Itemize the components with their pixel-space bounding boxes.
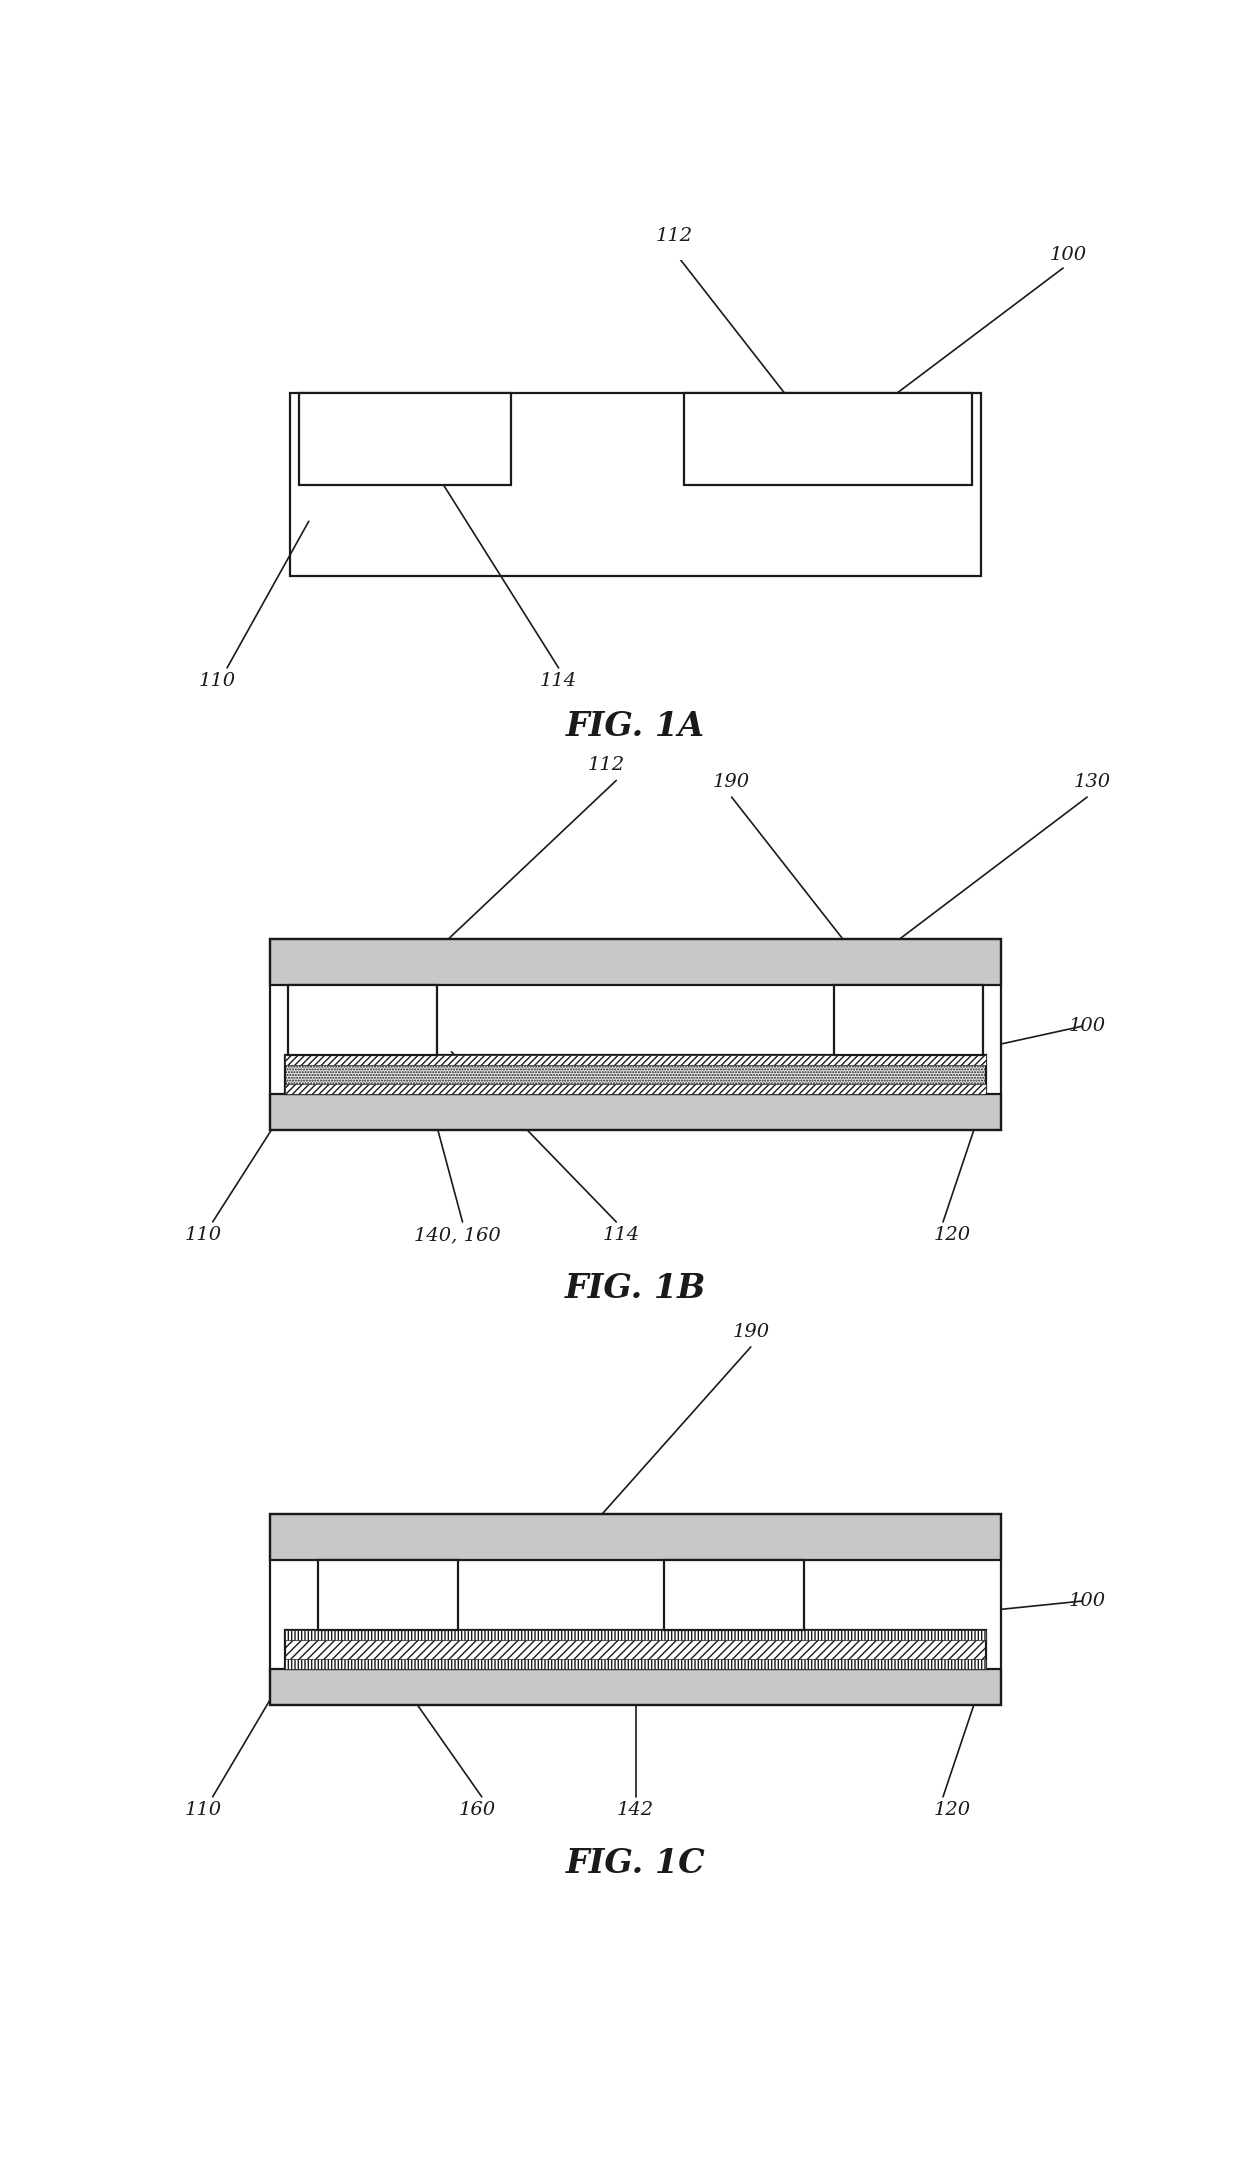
Bar	[290, 394, 982, 576]
Bar	[285, 1084, 986, 1093]
Text: FIG. 1A: FIG. 1A	[565, 710, 706, 742]
Text: 140, 160: 140, 160	[414, 1227, 501, 1244]
Text: 112: 112	[588, 757, 625, 775]
Bar	[683, 394, 972, 485]
Text: 142: 142	[618, 1800, 653, 1820]
Text: 100: 100	[1069, 1017, 1106, 1034]
Text: 114: 114	[603, 1227, 640, 1244]
Text: 110: 110	[185, 1227, 222, 1244]
Text: 110: 110	[198, 673, 236, 690]
Bar	[270, 939, 1001, 985]
Text: 190: 190	[713, 773, 750, 792]
Text: 110: 110	[185, 1800, 222, 1820]
Bar	[270, 1513, 1001, 1560]
Bar	[288, 985, 436, 1056]
Bar	[270, 1513, 1001, 1705]
Bar	[285, 1056, 986, 1065]
Bar	[270, 939, 1001, 1130]
Bar	[285, 1629, 986, 1668]
Bar	[665, 1560, 804, 1629]
Text: 100: 100	[1049, 247, 1086, 264]
Bar	[285, 1658, 986, 1668]
Bar	[270, 1668, 1001, 1705]
Text: 114: 114	[541, 673, 577, 690]
Text: 190: 190	[733, 1322, 769, 1342]
Text: FIG. 1B: FIG. 1B	[564, 1272, 707, 1305]
Bar	[319, 1560, 458, 1629]
Text: 130: 130	[1074, 773, 1111, 792]
Bar	[285, 1629, 986, 1640]
Text: 120: 120	[934, 1227, 971, 1244]
Text: 120: 120	[934, 1800, 971, 1820]
Bar	[270, 1093, 1001, 1130]
Text: 100: 100	[1069, 1593, 1106, 1610]
Bar	[299, 394, 511, 485]
Text: 112: 112	[656, 227, 692, 245]
Text: 160: 160	[459, 1800, 496, 1820]
Bar	[835, 985, 983, 1056]
Bar	[285, 1056, 986, 1093]
Text: FIG. 1C: FIG. 1C	[565, 1848, 706, 1881]
